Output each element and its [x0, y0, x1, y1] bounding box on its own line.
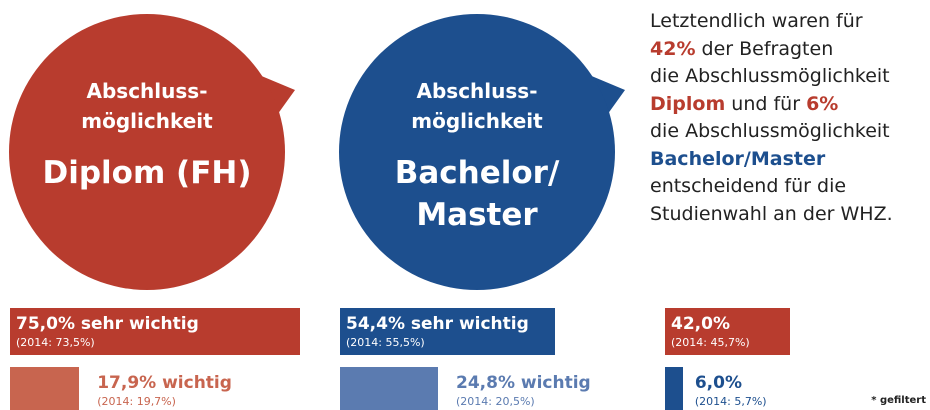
bar	[340, 308, 555, 355]
paragraph-line: Diplom und für 6%	[650, 91, 893, 119]
footnote: * gefiltert	[871, 395, 926, 406]
bar	[10, 367, 80, 410]
bar-label: 6,0%	[694, 373, 742, 393]
bar-sublabel: (2014: 45,7%)	[671, 336, 750, 349]
bar-sublabel: (2014: 73,5%)	[16, 336, 95, 349]
paragraph-line: Bachelor/Master	[650, 146, 893, 174]
bar	[665, 367, 683, 410]
bubble-line: möglichkeit	[81, 109, 213, 133]
bubble-line: Abschluss-	[417, 79, 538, 103]
bar	[10, 308, 300, 355]
highlight: 42%	[650, 37, 696, 60]
bar-label: 75,0% sehr wichtig	[16, 314, 199, 334]
bar-sublabel: (2014: 55,5%)	[346, 336, 425, 349]
bubble-title: Diplom (FH)	[42, 155, 251, 191]
bar-label: 17,9% wichtig	[97, 373, 232, 393]
bubble-line: Abschluss-	[87, 79, 208, 103]
bubbles: Abschluss-möglichkeit Diplom (FH) Abschlus…	[9, 14, 625, 290]
paragraph-line: die Abschlussmöglichkeit	[650, 118, 893, 146]
paragraph-line: 42% der Befragten	[650, 36, 893, 64]
text-run: und für	[725, 92, 807, 115]
bubble-title: Bachelor/	[395, 155, 560, 191]
text-run: Letztendlich waren für	[650, 10, 863, 32]
bar	[340, 367, 438, 410]
text-run: entscheidend für die	[650, 175, 847, 197]
paragraph-line: die Abschlussmöglichkeit	[650, 63, 893, 91]
highlight: Bachelor/Master	[650, 147, 826, 170]
bar	[665, 308, 790, 355]
bubble-line: möglichkeit	[411, 109, 543, 133]
bar-label: 42,0%	[671, 314, 730, 334]
text-run: die Abschlussmöglichkeit	[650, 65, 890, 87]
bubble	[9, 14, 285, 290]
text-run: Studienwahl an der WHZ.	[650, 202, 893, 225]
paragraph: Letztendlich waren für 42% der Befragten d…	[650, 8, 893, 228]
paragraph-line: entscheidend für die	[650, 173, 893, 201]
bar-sublabel: (2014: 19,7%)	[97, 395, 176, 408]
bar-label: 54,4% sehr wichtig	[346, 314, 529, 334]
bubble	[339, 14, 615, 290]
bubble-title: Master	[416, 197, 538, 233]
paragraph-line: Letztendlich waren für	[650, 8, 893, 36]
bar-sublabel: (2014: 5,7%)	[694, 395, 767, 408]
text-run: die Abschlussmöglichkeit	[650, 120, 890, 142]
bar-label: 24,8% wichtig	[456, 373, 591, 393]
highlight: Diplom	[650, 92, 726, 115]
paragraph-line: Studienwahl an der WHZ.	[650, 201, 893, 229]
highlight: 6%	[806, 92, 839, 115]
bar-sublabel: (2014: 20,5%)	[456, 395, 535, 408]
text-run: der Befragten	[695, 37, 834, 60]
